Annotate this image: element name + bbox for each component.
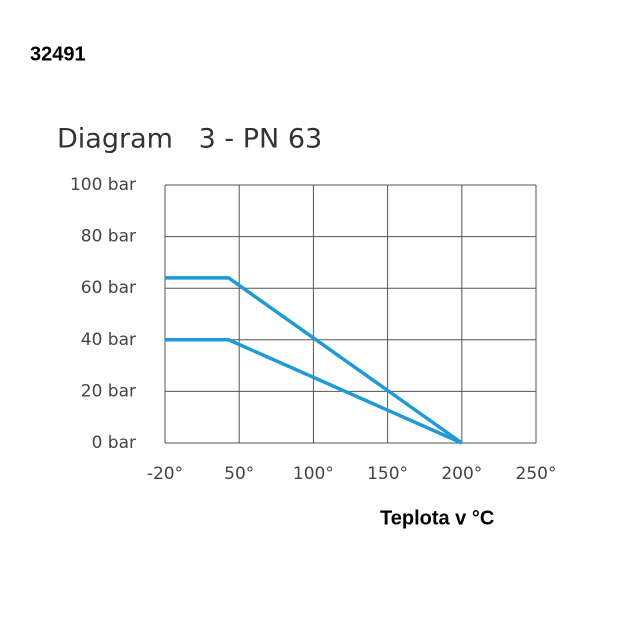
y-tick-label: 100 bar	[70, 175, 136, 195]
line	[165, 338, 463, 445]
x-tick-label: 50°	[224, 464, 254, 484]
y-tick-label: 40 bar	[81, 330, 136, 350]
x-tick-label: 150°	[367, 464, 408, 484]
x-tick-label: -20°	[147, 464, 183, 484]
x-tick-label: 250°	[516, 464, 557, 484]
y-tick-label: 80 bar	[81, 227, 136, 247]
y-tick-label: 20 bar	[81, 381, 136, 401]
chart-title: Diagram 3 - PN 63	[57, 124, 322, 155]
line	[165, 276, 463, 445]
y-tick-label: 60 bar	[81, 278, 136, 298]
x-tick-label: 200°	[441, 464, 482, 484]
x-axis-label: Teplota v °C	[380, 507, 494, 529]
x-tick-label: 100°	[293, 464, 334, 484]
y-tick-label: 0 bar	[92, 433, 136, 453]
product-code: 32491	[30, 43, 86, 65]
